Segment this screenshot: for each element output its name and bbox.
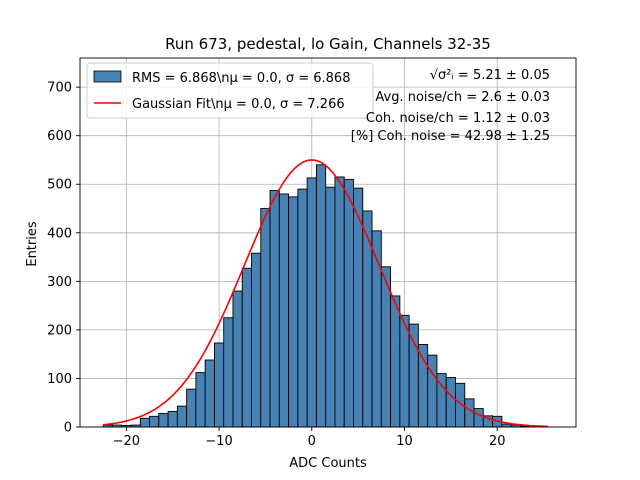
y-tick-label: 300 [47, 275, 72, 290]
histogram-bar [260, 208, 271, 428]
annotation-coh-noise-percent: [%] Coh. noise = 42.98 ± 1.25 [351, 129, 550, 144]
histogram-bar [149, 415, 160, 428]
histogram-bar [241, 267, 252, 428]
histogram-bar [213, 342, 225, 428]
histogram-bar [399, 314, 410, 428]
x-tick-label: 10 [396, 434, 413, 449]
x-tick-label: 0 [308, 434, 316, 449]
y-axis-label: Entries [25, 221, 40, 267]
y-tick-label: 600 [47, 129, 72, 144]
x-axis-label: ADC Counts [289, 456, 367, 471]
histogram-bar [408, 323, 419, 428]
histogram-bar [158, 412, 169, 428]
annotation-sqrt-sigma: √σ²ᵢ = 5.21 ± 0.05 [430, 68, 550, 83]
annotations: √σ²ᵢ = 5.21 ± 0.05 Avg. noise/ch = 2.6 ±… [351, 68, 550, 144]
annotation-sqrt-sigma-symbol: √σ²ᵢ [430, 68, 454, 83]
histogram-bar [204, 359, 215, 428]
histogram-bar [315, 164, 327, 428]
histogram-bar [223, 317, 234, 428]
y-tick-label: 400 [47, 226, 72, 241]
y-tick-label: 700 [47, 81, 72, 96]
annotation-sqrt-sigma-value: = 5.21 ± 0.05 [454, 68, 550, 83]
legend-histogram-swatch [93, 70, 122, 83]
histogram-bar [176, 405, 188, 428]
histogram-bar [306, 177, 317, 428]
histogram-bar [288, 196, 299, 428]
x-axis-ticks: −20 −10 0 10 20 [113, 427, 506, 449]
plot-frame [79, 57, 577, 428]
y-tick-label: 0 [64, 421, 72, 436]
gaussian-fit-curve [103, 159, 549, 428]
annotation-coh-noise: Coh. noise/ch = 1.12 ± 0.03 [366, 111, 550, 126]
annotation-avg-noise: Avg. noise/ch = 2.6 ± 0.03 [375, 90, 550, 105]
histogram-bar [195, 372, 206, 428]
histogram-bar [297, 188, 308, 428]
histogram-bar [427, 354, 438, 428]
x-tick-label: −20 [113, 434, 140, 449]
histogram-bar [473, 408, 484, 428]
histogram-bar [278, 193, 290, 428]
legend-fit-label: Gaussian Fit\nμ = 0.0, σ = 7.266 [132, 97, 345, 112]
histogram-bar [464, 398, 475, 428]
histogram-bar [167, 411, 178, 428]
histogram-bar [232, 290, 243, 428]
y-tick-label: 100 [47, 372, 72, 387]
x-tick-label: 20 [489, 434, 506, 449]
y-tick-label: 200 [47, 323, 72, 338]
histogram-bar [343, 178, 354, 428]
histogram-bar [390, 295, 401, 428]
histogram-bar [417, 344, 429, 428]
y-tick-label: 500 [47, 178, 72, 193]
x-tick-label: −10 [205, 434, 232, 449]
histogram-bar [139, 417, 150, 428]
legend-histogram-label: RMS = 6.868\nμ = 0.0, σ = 6.868 [132, 71, 350, 86]
histogram-bars [102, 164, 531, 428]
chart-title: Run 673, pedestal, lo Gain, Channels 32-… [165, 35, 491, 53]
histogram-bar [325, 186, 336, 428]
histogram-bar [186, 388, 197, 428]
legend-box [86, 62, 374, 119]
histogram-bar [445, 377, 456, 428]
legend: RMS = 6.868\nμ = 0.0, σ = 6.868 Gaussian… [86, 62, 374, 119]
histogram-bar [269, 190, 280, 428]
y-axis-ticks: 0 100 200 300 400 500 600 700 [47, 81, 80, 436]
histogram-bar [251, 252, 262, 428]
histogram-bar [334, 176, 345, 428]
